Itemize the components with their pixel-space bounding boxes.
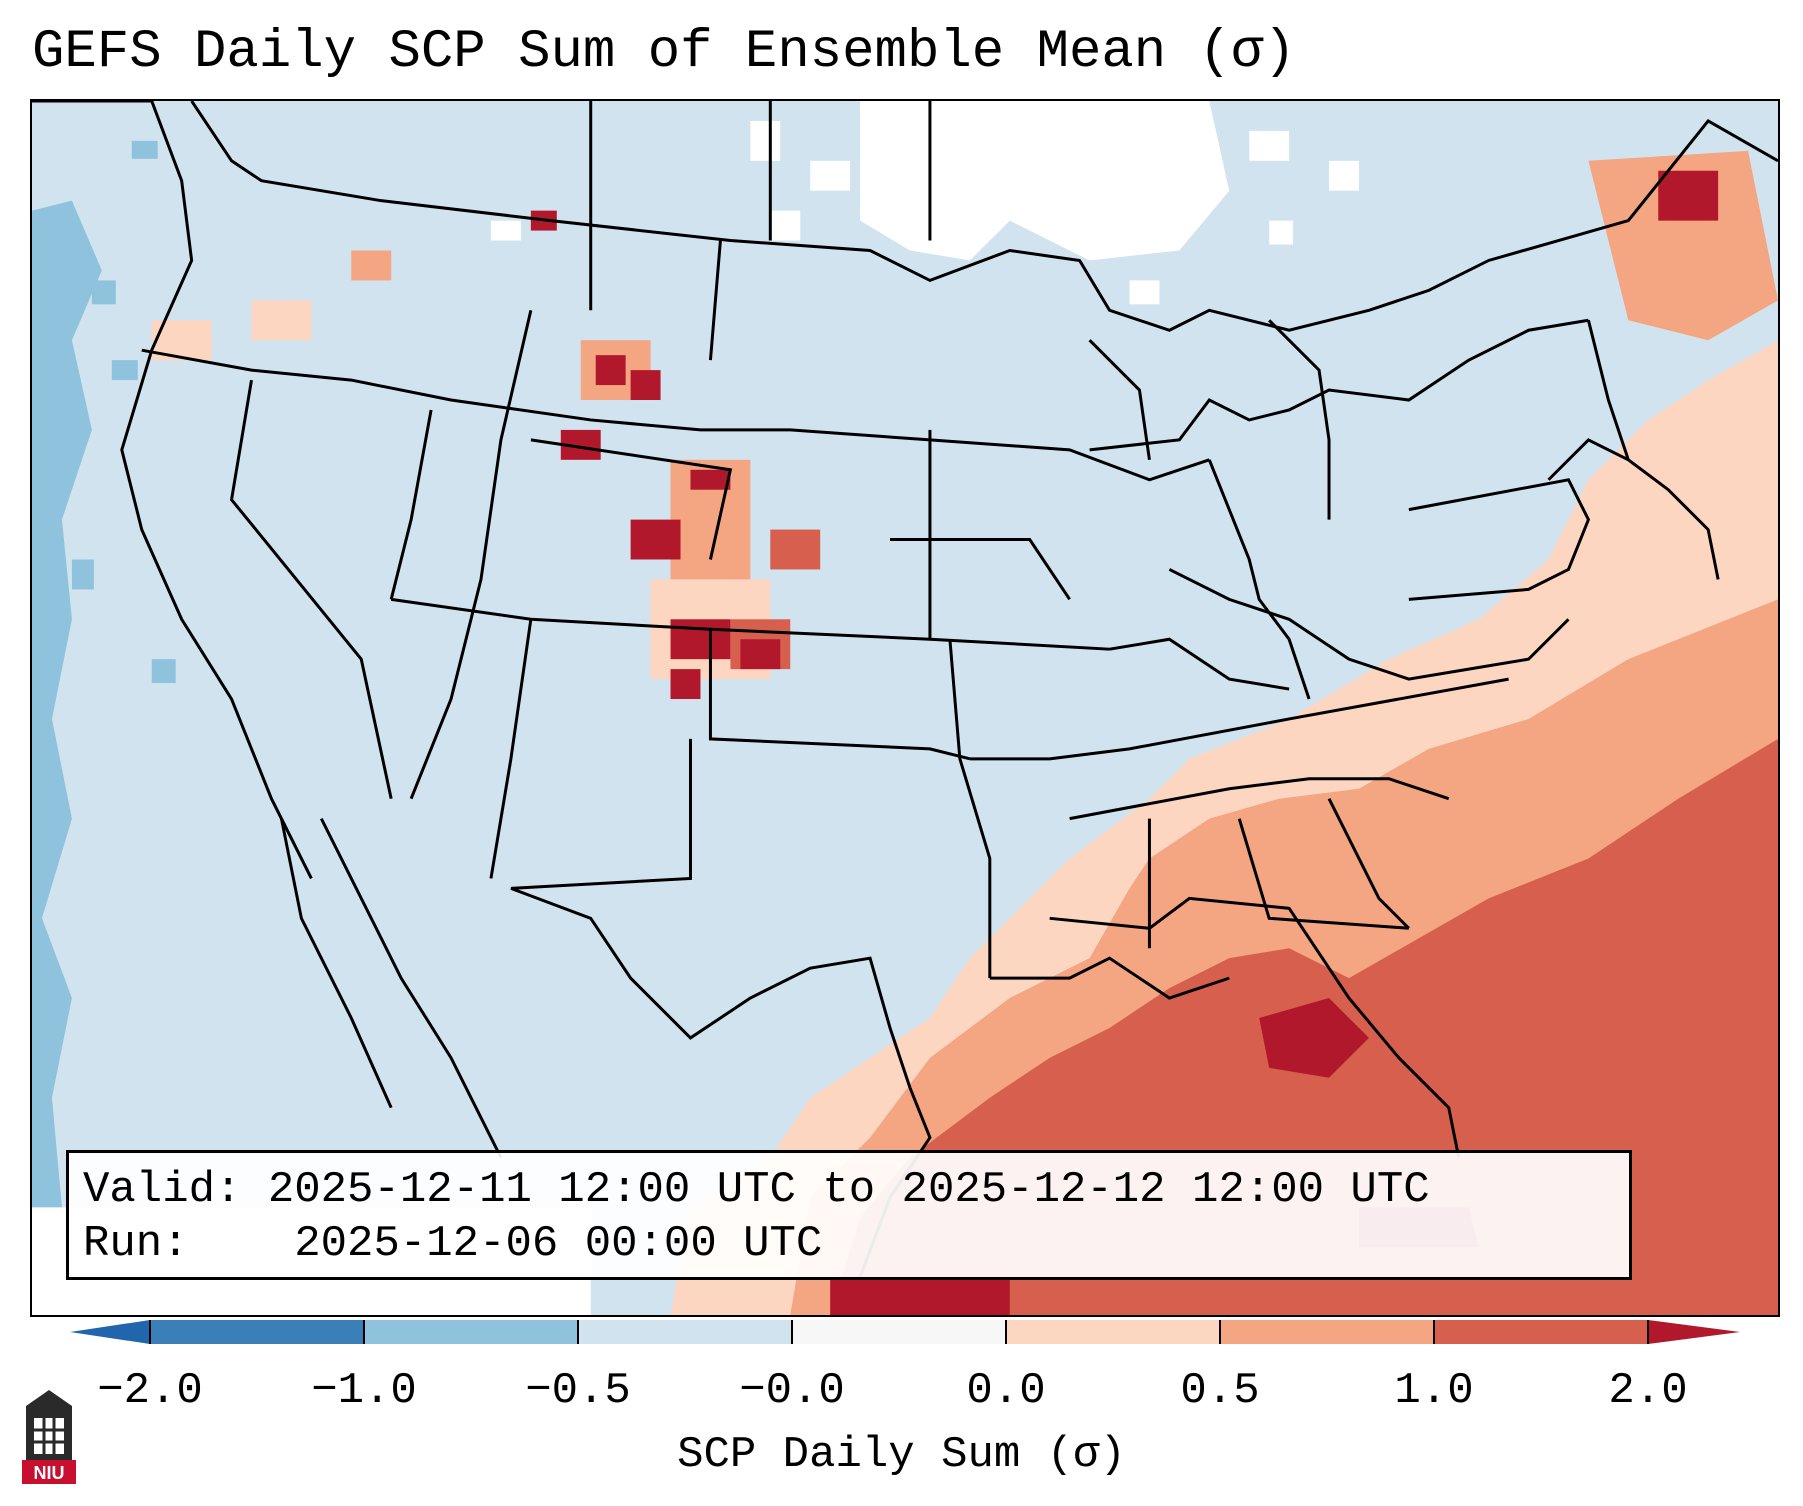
valid-label: Valid: bbox=[83, 1165, 242, 1215]
colorbar-bin-3 bbox=[578, 1320, 792, 1344]
colorbar-tick-label: 1.0 bbox=[1394, 1366, 1474, 1416]
colorbar-min-extend bbox=[70, 1320, 150, 1344]
colorbar-tick-label: −1.0 bbox=[311, 1366, 417, 1416]
colorbar-bin-6 bbox=[1220, 1320, 1434, 1344]
run-label: Run: bbox=[83, 1219, 189, 1269]
colorbar-tick-label: −2.0 bbox=[97, 1366, 203, 1416]
colorbar-tick-label: −0.0 bbox=[739, 1366, 845, 1416]
colorbar-tick-label: 2.0 bbox=[1608, 1366, 1688, 1416]
map-panel bbox=[30, 99, 1780, 1317]
valid-value: 2025-12-11 12:00 UTC to 2025-12-12 12:00… bbox=[267, 1165, 1430, 1215]
colorbar-bin-4 bbox=[792, 1320, 1006, 1344]
niu-logo-icon: NIU bbox=[22, 1390, 76, 1484]
map-canvas bbox=[32, 101, 1778, 1315]
colorbar bbox=[70, 1320, 1740, 1344]
run-value: 2025-12-06 00:00 UTC bbox=[294, 1219, 823, 1269]
chart-title: GEFS Daily SCP Sum of Ensemble Mean (σ) bbox=[32, 22, 1296, 83]
colorbar-bin-2 bbox=[364, 1320, 578, 1344]
colorbar-bin-7 bbox=[1434, 1320, 1648, 1344]
valid-run-info-box: Valid: 2025-12-11 12:00 UTC to 2025-12-1… bbox=[66, 1150, 1632, 1280]
pacific-negative-field bbox=[32, 140, 176, 1228]
colorbar-max-extend bbox=[1648, 1320, 1740, 1344]
colorbar-bin-5 bbox=[1006, 1320, 1220, 1344]
colorbar-tick-label: −0.5 bbox=[525, 1366, 631, 1416]
niu-logo-text: NIU bbox=[34, 1463, 65, 1483]
colorbar-ticks bbox=[149, 1320, 1649, 1344]
borders bbox=[32, 101, 1778, 1278]
colorbar-tick-label: 0.0 bbox=[966, 1366, 1046, 1416]
colorbar-tick-label: 0.5 bbox=[1180, 1366, 1260, 1416]
colorbar-label: SCP Daily Sum (σ) bbox=[677, 1430, 1126, 1480]
colorbar-bin-1 bbox=[150, 1320, 364, 1344]
